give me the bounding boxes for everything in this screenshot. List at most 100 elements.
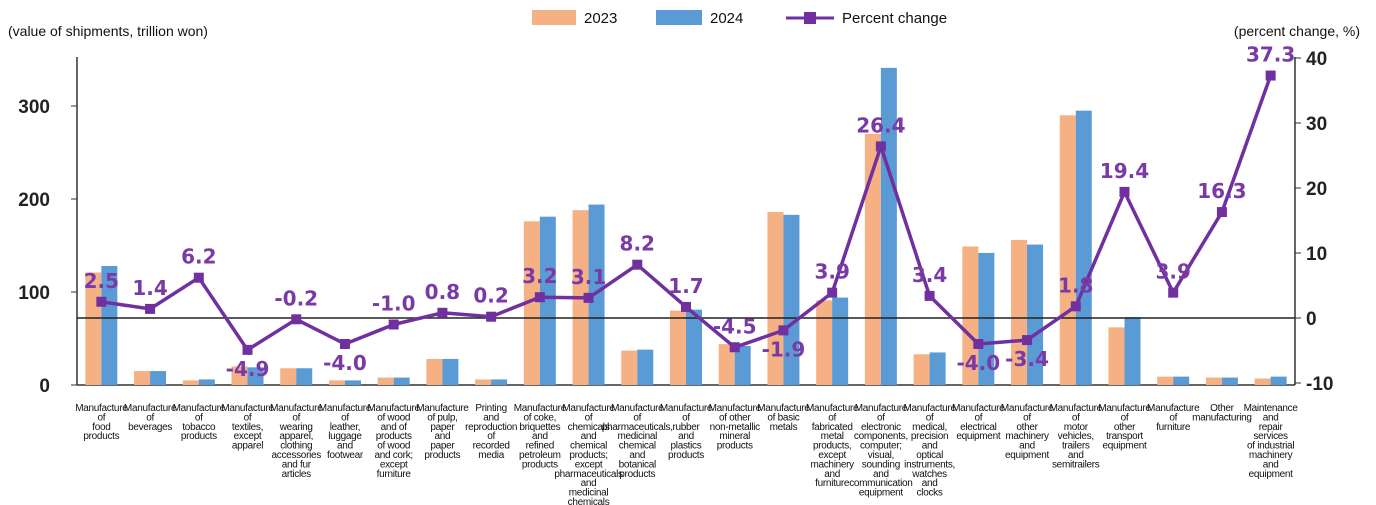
- bar-2023: [134, 371, 151, 385]
- bar-2023: [1011, 239, 1028, 385]
- category-label: Manufacture of furniture: [1147, 403, 1200, 433]
- bar-2023: [426, 358, 443, 385]
- percent-change-label: 2.5: [84, 269, 119, 293]
- left-axis-title: (value of shipments, trillion won): [8, 23, 208, 39]
- percent-change-marker: [632, 259, 643, 270]
- category-label: Manufacture of electronic components, comput…: [849, 403, 912, 499]
- bar-2023: [1108, 327, 1125, 385]
- bar-2024: [929, 352, 946, 385]
- bar-2023: [231, 366, 248, 385]
- percent-change-marker: [1022, 335, 1033, 346]
- bar-2024: [832, 297, 849, 385]
- bar-2024: [783, 214, 800, 385]
- category-label: Manufacture of textiles, except apparel: [221, 403, 274, 452]
- bar-2023: [864, 133, 881, 385]
- bar-2024: [686, 309, 702, 385]
- bar-2024: [198, 379, 215, 385]
- percent-change-marker: [242, 344, 253, 355]
- category-label: Manufacture of other transport equipment: [1098, 403, 1151, 452]
- bar-2024: [442, 358, 459, 385]
- percent-change-marker: [583, 292, 594, 303]
- category-label: Manufacture of electrical equipment: [952, 403, 1005, 442]
- bar-2023: [1254, 378, 1271, 385]
- percent-change-label: 19.4: [1100, 159, 1149, 183]
- bar-2023: [523, 221, 540, 385]
- percent-change-marker: [681, 301, 691, 312]
- percent-change-label: 16.3: [1197, 179, 1246, 203]
- bar-2024: [491, 379, 508, 385]
- bar-2024: [1173, 376, 1190, 385]
- percent-change-label: 0.2: [473, 284, 508, 308]
- left-tick-label: 100: [18, 283, 50, 304]
- bar-2024: [1270, 376, 1287, 385]
- bar-2023: [377, 377, 394, 385]
- bar-2023: [962, 246, 979, 385]
- percent-change-marker: [145, 303, 156, 314]
- percent-change-label: 37.3: [1246, 43, 1295, 67]
- percent-change-marker: [96, 296, 107, 307]
- percent-change-marker: [1168, 287, 1179, 298]
- bar-2024: [588, 204, 605, 385]
- percent-change-label: -0.2: [274, 286, 318, 310]
- right-tick-label: 10: [1306, 244, 1327, 265]
- category-label: Manufacture of pharmaceuticals, medicinal ch…: [602, 403, 673, 480]
- bar-2023: [1205, 377, 1222, 385]
- plot-area: 0 100 200 300 -10 0 10 20 30 40 Manufacture of food p…: [18, 43, 1333, 505]
- legend-label-percent-change: Percent change: [842, 10, 947, 27]
- bar-2023: [475, 379, 492, 385]
- percent-change-marker: [875, 141, 886, 152]
- percent-change-label: 1.7: [668, 274, 703, 298]
- bar-2023: [1059, 115, 1076, 386]
- percent-change-label: 3.1: [571, 265, 606, 289]
- category-label: Manufacture of beverages: [124, 403, 177, 433]
- percent-change-marker: [534, 292, 545, 303]
- category-label: Manufacture of other non-metallic mineral pr…: [709, 403, 762, 452]
- percent-change-label: 1.4: [132, 276, 167, 300]
- right-tick-label: 40: [1306, 49, 1327, 70]
- category-label: Manufacture of other machinery and equipment: [1001, 403, 1054, 461]
- legend-swatch-2023: [532, 10, 576, 25]
- bar-2023: [621, 350, 638, 385]
- percent-change-label: -4.0: [956, 351, 1000, 375]
- bar-2024: [393, 377, 410, 385]
- legend-marker-percent-change: [804, 12, 816, 24]
- percent-change-label: 0.8: [425, 280, 460, 304]
- bar-2024: [296, 368, 313, 385]
- bar-2024: [1124, 317, 1141, 385]
- legend-label-2023: 2023: [584, 10, 617, 27]
- bar-2023: [1157, 376, 1174, 385]
- percent-change-marker: [1216, 207, 1227, 218]
- legend: 2023 2024 Percent change: [532, 10, 947, 27]
- bar-2023: [182, 380, 199, 385]
- bar-2024: [1027, 244, 1044, 385]
- percent-change-label: 1.8: [1058, 273, 1093, 297]
- category-label: Manufacture of motor vehicles, trailers and se…: [1050, 403, 1103, 470]
- percent-change-label: 3.4: [912, 263, 947, 287]
- percent-change-marker: [486, 311, 497, 322]
- legend-swatch-2024: [656, 10, 702, 25]
- left-tick-label: 200: [18, 190, 50, 211]
- category-label: Printing and reproduction of recorded media: [465, 403, 517, 461]
- bar-2024: [734, 345, 751, 385]
- right-tick-label: 20: [1306, 179, 1327, 200]
- category-label: Manufacture of leather, luggage and footwear: [319, 403, 372, 461]
- percent-change-label: 8.2: [620, 232, 655, 256]
- percent-change-label: -4.0: [323, 351, 367, 375]
- category-label: Manufacture of wood and of products of wood a…: [368, 403, 421, 480]
- percent-change-label: 3.9: [814, 260, 849, 284]
- category-label: Manufacture of fabricated metal products, exc…: [806, 403, 859, 489]
- percent-change-marker: [291, 314, 302, 325]
- percent-change-label: 3.9: [1155, 260, 1190, 284]
- right-axis-title: (percent change, %): [1234, 23, 1360, 39]
- bar-2024: [539, 216, 556, 385]
- legend-label-2024: 2024: [710, 10, 743, 27]
- percent-change-marker: [1119, 186, 1130, 197]
- left-tick-label: 300: [18, 97, 50, 118]
- bar-2024: [150, 371, 167, 385]
- category-label: Manufacture of coke, briquettes and refined p…: [514, 403, 567, 470]
- percent-change-label: -1.9: [762, 337, 806, 361]
- percent-change-marker: [339, 339, 350, 349]
- percent-change-label: -4.5: [713, 314, 757, 338]
- percent-change-marker: [827, 287, 838, 298]
